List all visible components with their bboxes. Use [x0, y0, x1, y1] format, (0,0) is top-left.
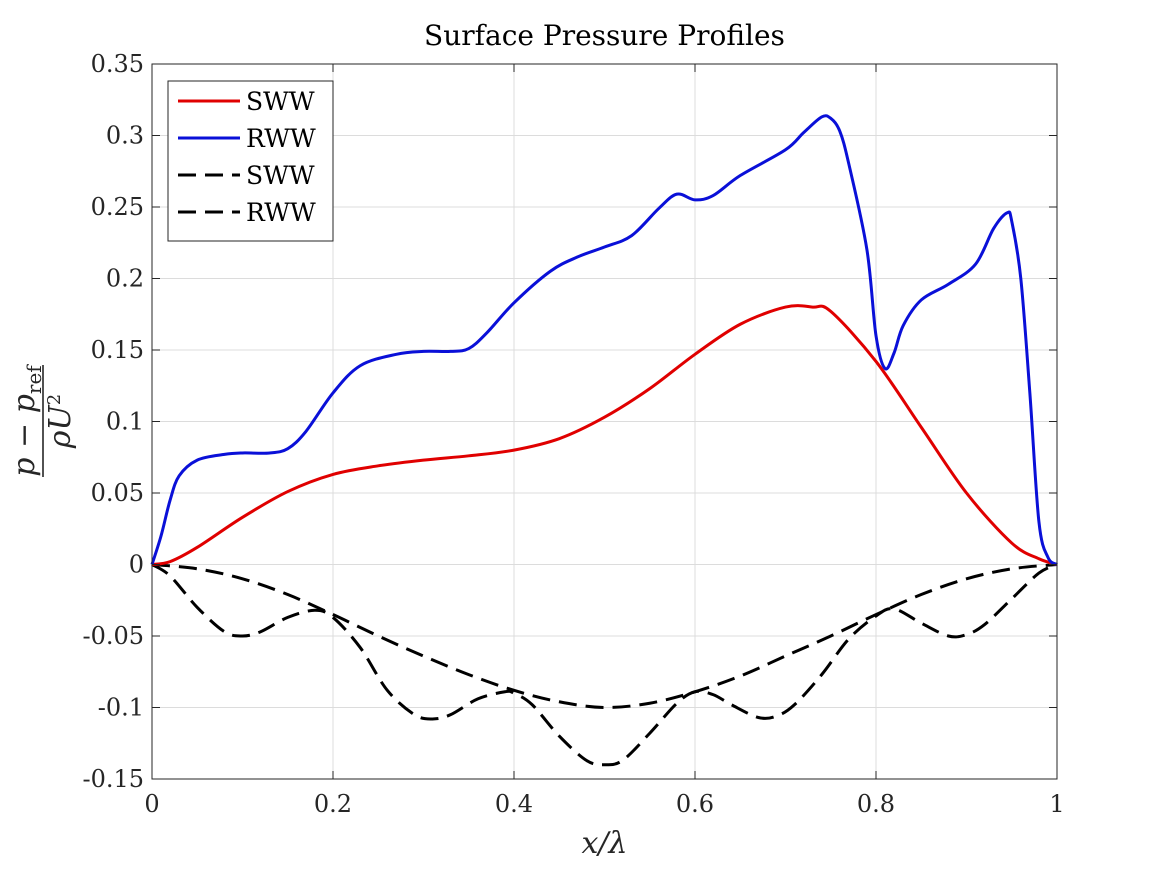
legend: SWW RWW SWW RWW — [167, 80, 334, 242]
y-tick-label: 0.1 — [106, 408, 144, 436]
x-tick-label: 0.8 — [857, 790, 895, 818]
y-tick-label: 0.05 — [91, 479, 144, 507]
y-tick-label: 0.25 — [91, 193, 144, 221]
y-label-denominator-text: ρU — [43, 404, 78, 450]
series-line-solid-rww — [150, 114, 1058, 566]
x-tick-label: 0.4 — [495, 790, 533, 818]
legend-box — [167, 80, 334, 242]
legend-label: SWW — [246, 87, 315, 116]
y-tick-label: 0.2 — [106, 265, 144, 293]
series-group — [150, 114, 1058, 767]
y-axis-label: p − pref ρU2 — [7, 364, 78, 477]
series-line-dashed-rww — [151, 563, 1058, 767]
legend-label: RWW — [246, 198, 316, 227]
y-label-numerator-text: p − p — [7, 394, 42, 477]
x-tick-label: 0.6 — [676, 790, 714, 818]
y-tick-label: -0.15 — [82, 765, 144, 793]
y-tick-label: -0.05 — [82, 622, 144, 650]
chart-title: Surface Pressure Profiles — [424, 19, 785, 52]
y-tick-label: -0.1 — [98, 694, 144, 722]
y-axis-label-denominator: ρU2 — [43, 394, 78, 449]
y-tick-label: 0.3 — [106, 122, 144, 150]
legend-label: SWW — [246, 161, 315, 190]
x-tick-label: 0.2 — [314, 790, 352, 818]
series-line-solid-sww — [151, 304, 1058, 566]
axis-ticks: 0 0.2 0.4 0.6 0.8 1 -0.15 -0.1 -0.05 0 0.05 0.1 0.15… — [82, 50, 1064, 818]
y-label-denominator-superscript: 2 — [44, 394, 65, 405]
y-tick-label: 0.15 — [91, 336, 144, 364]
legend-label: RWW — [246, 124, 316, 153]
y-tick-label: 0 — [129, 551, 144, 579]
x-tick-label: 0 — [144, 790, 159, 818]
x-tick-label: 1 — [1049, 790, 1064, 818]
y-label-numerator-subscript: ref — [22, 364, 46, 394]
y-axis-label-numerator: p − pref — [7, 364, 46, 477]
x-axis-label: x/λ — [581, 826, 627, 861]
y-tick-label: 0.35 — [91, 50, 144, 78]
